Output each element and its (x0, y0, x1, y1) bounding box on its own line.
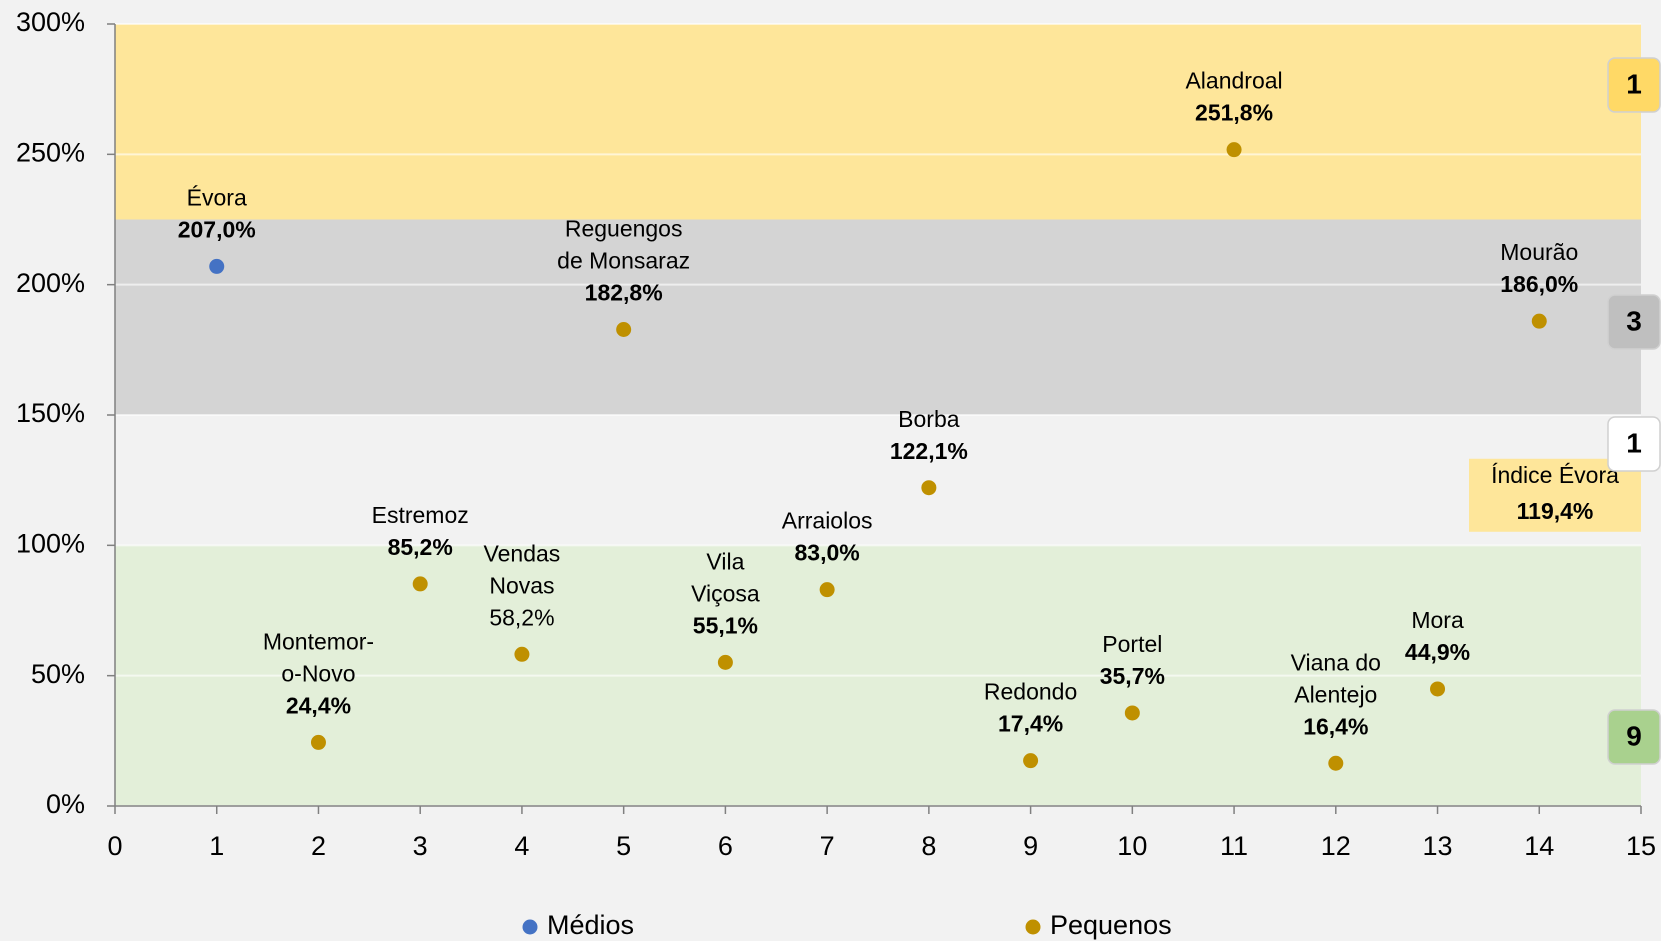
point (1124, 705, 1140, 721)
value-label: 17,4% (998, 711, 1063, 737)
x-tick-label: 3 (413, 831, 428, 861)
value-label: 85,2% (388, 534, 453, 560)
y-tick-label: 300% (16, 7, 85, 37)
x-tick-label: 13 (1423, 831, 1453, 861)
point-label: o-Novo (281, 660, 355, 686)
point-label: Portel (1102, 631, 1162, 657)
point-label: Alentejo (1294, 681, 1377, 707)
legend-marker (1025, 919, 1041, 935)
point (1430, 681, 1446, 697)
y-tick-label: 0% (46, 789, 85, 819)
value-label: 207,0% (178, 216, 256, 242)
y-tick-label: 100% (16, 528, 85, 558)
point-label: Novas (489, 572, 554, 598)
x-tick-label: 7 (820, 831, 835, 861)
value-label: 186,0% (1500, 271, 1578, 297)
legend-marker (522, 919, 538, 935)
band-count: 3 (1626, 305, 1642, 336)
point (921, 480, 937, 496)
point-label: Mourão (1500, 239, 1578, 265)
x-tick-label: 11 (1220, 831, 1248, 861)
point (514, 646, 530, 662)
point (819, 582, 835, 598)
band-badge (1607, 416, 1661, 472)
point-label: Évora (187, 184, 247, 210)
point-label: Alandroal (1185, 68, 1282, 94)
point (1531, 313, 1547, 329)
y-tick-label: 200% (16, 268, 85, 298)
value-label: 16,4% (1303, 713, 1368, 739)
band (115, 24, 1641, 220)
point-label: Montemor- (263, 628, 374, 654)
value-label: 44,9% (1405, 639, 1470, 665)
point-label: Vila (706, 548, 744, 574)
band-count: 9 (1626, 720, 1642, 751)
band-count: 1 (1626, 427, 1642, 458)
point (209, 258, 225, 274)
point (1328, 755, 1344, 771)
band-badge (1607, 709, 1661, 765)
value-label: 83,0% (795, 540, 860, 566)
x-tick-label: 9 (1023, 831, 1038, 861)
value-label: 251,8% (1195, 100, 1273, 126)
value-label: 35,7% (1100, 663, 1165, 689)
y-tick-label: 250% (16, 137, 85, 167)
x-tick-label: 10 (1117, 831, 1147, 861)
point-label: Viana do (1291, 649, 1381, 675)
x-tick-label: 12 (1321, 831, 1351, 861)
x-tick-label: 0 (107, 831, 122, 861)
band-badge (1607, 294, 1661, 350)
point-label: Redondo (984, 679, 1077, 705)
point (310, 734, 326, 750)
y-tick-label: 50% (31, 659, 85, 689)
point (1226, 142, 1242, 158)
band (115, 415, 1641, 546)
point (717, 654, 733, 670)
x-tick-label: 4 (514, 831, 529, 861)
point-label: Arraiolos (782, 508, 873, 534)
point-label: Reguengos (565, 216, 683, 242)
x-tick-label: 8 (921, 831, 936, 861)
x-tick-label: 2 (311, 831, 326, 861)
point (412, 576, 428, 592)
point (1023, 753, 1039, 769)
point-label: Vendas (484, 540, 561, 566)
x-tick-label: 15 (1626, 831, 1656, 861)
point-label: Estremoz (372, 502, 469, 528)
point-label: Mora (1411, 607, 1464, 633)
point-label: Borba (898, 406, 960, 432)
value-label: 122,1% (890, 438, 968, 464)
point (616, 322, 632, 338)
value-label: 24,4% (286, 692, 351, 718)
band-badge (1607, 57, 1661, 113)
annotation-value: 119,4% (1517, 498, 1594, 524)
x-tick-label: 14 (1524, 831, 1554, 861)
legend-label: Médios (547, 910, 634, 940)
point-label: de Monsaraz (557, 248, 690, 274)
x-tick-label: 1 (209, 831, 224, 861)
band-count: 1 (1626, 68, 1642, 99)
band (115, 219, 1641, 415)
value-label: 182,8% (585, 280, 663, 306)
y-tick-label: 150% (16, 398, 85, 428)
legend-label: Pequenos (1050, 910, 1172, 940)
x-tick-label: 6 (718, 831, 733, 861)
point-label: Viçosa (691, 580, 760, 606)
annotation-text: Índice Évora (1491, 462, 1619, 488)
value-label: 58,2% (489, 604, 554, 630)
value-label: 55,1% (693, 612, 758, 638)
x-tick-label: 5 (616, 831, 631, 861)
